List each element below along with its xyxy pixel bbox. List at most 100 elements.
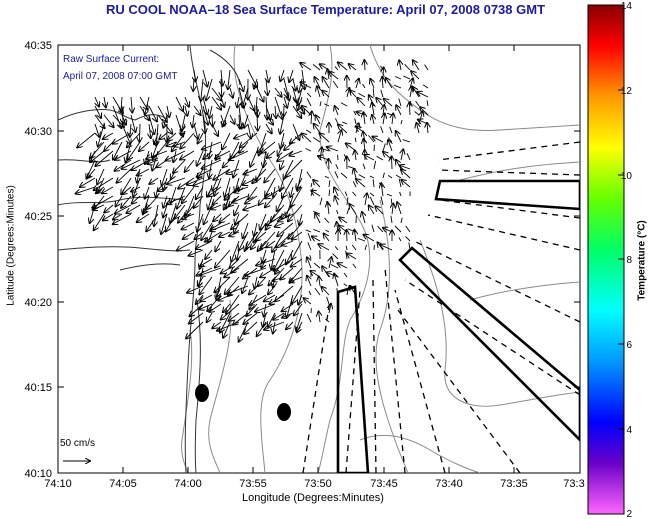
current-vector: [278, 141, 285, 156]
current-vector: [146, 150, 168, 159]
current-vector: [200, 294, 213, 301]
current-vector: [352, 191, 357, 197]
current-vector: [300, 63, 312, 71]
current-vector: [209, 105, 212, 118]
current-vector: [200, 267, 222, 275]
current-vector: [272, 277, 285, 281]
current-vector: [255, 276, 257, 289]
current-vector: [194, 195, 204, 208]
current-vector: [319, 101, 322, 107]
current-vector: [416, 123, 419, 134]
current-vector: [266, 240, 276, 247]
colorbar-tick-label: 12: [621, 86, 633, 97]
current-vector: [257, 105, 258, 117]
current-vector: [219, 213, 231, 222]
current-vector: [93, 204, 105, 210]
current-vector: [290, 132, 303, 143]
current-vector: [312, 236, 321, 241]
current-vector: [170, 204, 177, 223]
current-vector: [292, 231, 303, 240]
current-vector: [291, 258, 303, 267]
current-vector: [354, 230, 356, 242]
current-vector: [280, 114, 285, 134]
current-vector: [351, 244, 357, 251]
current-vector: [369, 205, 375, 215]
current-vector: [400, 217, 403, 224]
current-vector: [193, 123, 198, 139]
current-vector: [275, 105, 276, 118]
current-vector: [394, 76, 402, 80]
current-vector: [248, 123, 251, 138]
current-vector: [364, 235, 375, 242]
current-vector: [399, 191, 402, 197]
current-vector: [242, 87, 249, 107]
current-vector: [145, 96, 150, 114]
current-vector: [113, 132, 132, 144]
current-vector: [143, 204, 150, 214]
current-vector: [278, 213, 294, 221]
current-vector: [211, 123, 218, 136]
current-vector: [332, 253, 339, 260]
current-vector: [400, 165, 411, 169]
current-vector: [384, 99, 393, 107]
x-tick-label: 73:40: [435, 478, 463, 490]
current-vector: [175, 204, 186, 219]
current-vector: [280, 159, 284, 169]
current-vector: [154, 132, 158, 144]
current-vector: [175, 96, 183, 111]
current-vector: [401, 149, 403, 161]
current-vector: [158, 187, 168, 191]
current-vector: [186, 321, 204, 338]
current-vector: [221, 78, 222, 97]
current-vector: [213, 213, 222, 221]
current-vector: [203, 150, 213, 159]
current-vector: [358, 174, 366, 179]
current-vector: [137, 213, 150, 222]
current-vector: [264, 294, 276, 301]
current-vector: [222, 132, 231, 149]
current-vector: [409, 102, 410, 116]
current-vector: [243, 312, 258, 324]
current-vector: [327, 202, 329, 215]
current-vector: [362, 83, 366, 89]
current-vector: [264, 303, 266, 316]
annotation-line-1: Raw Surface Current:: [63, 54, 160, 65]
current-vector: [372, 137, 384, 143]
current-vector: [313, 229, 321, 233]
current-vector: [94, 123, 99, 137]
y-tick-label: 40:10: [24, 468, 52, 480]
current-vector: [113, 213, 132, 224]
current-vector: [292, 105, 301, 118]
current-vector: [223, 321, 231, 338]
current-vector: [252, 168, 267, 183]
current-vector: [264, 168, 276, 182]
current-vector: [339, 217, 348, 224]
current-vector: [265, 114, 273, 125]
current-vector: [154, 204, 159, 226]
current-vector: [183, 231, 195, 239]
current-vector: [185, 105, 187, 116]
current-vector: [87, 168, 96, 178]
current-vector: [390, 215, 393, 224]
current-vector: [286, 249, 294, 264]
current-vector: [314, 287, 321, 296]
current-vector: [194, 69, 195, 82]
y-tick-label: 40:35: [24, 40, 52, 52]
current-vector: [163, 204, 168, 217]
current-vector: [234, 132, 249, 138]
current-vector: [167, 132, 177, 141]
current-vector: [209, 159, 212, 178]
current-vector: [305, 148, 312, 152]
current-vector: [363, 112, 365, 125]
map-title: RU COOL NOAA–18 Sea Surface Temperature:…: [105, 2, 546, 17]
current-vector: [327, 147, 339, 151]
current-vector: [325, 318, 330, 323]
current-vector: [221, 267, 231, 273]
current-vector: [224, 195, 231, 209]
current-vector: [284, 141, 294, 150]
current-vector: [262, 249, 266, 263]
current-vector: [139, 105, 149, 120]
current-vector: [257, 321, 267, 336]
current-vector: [211, 96, 221, 110]
